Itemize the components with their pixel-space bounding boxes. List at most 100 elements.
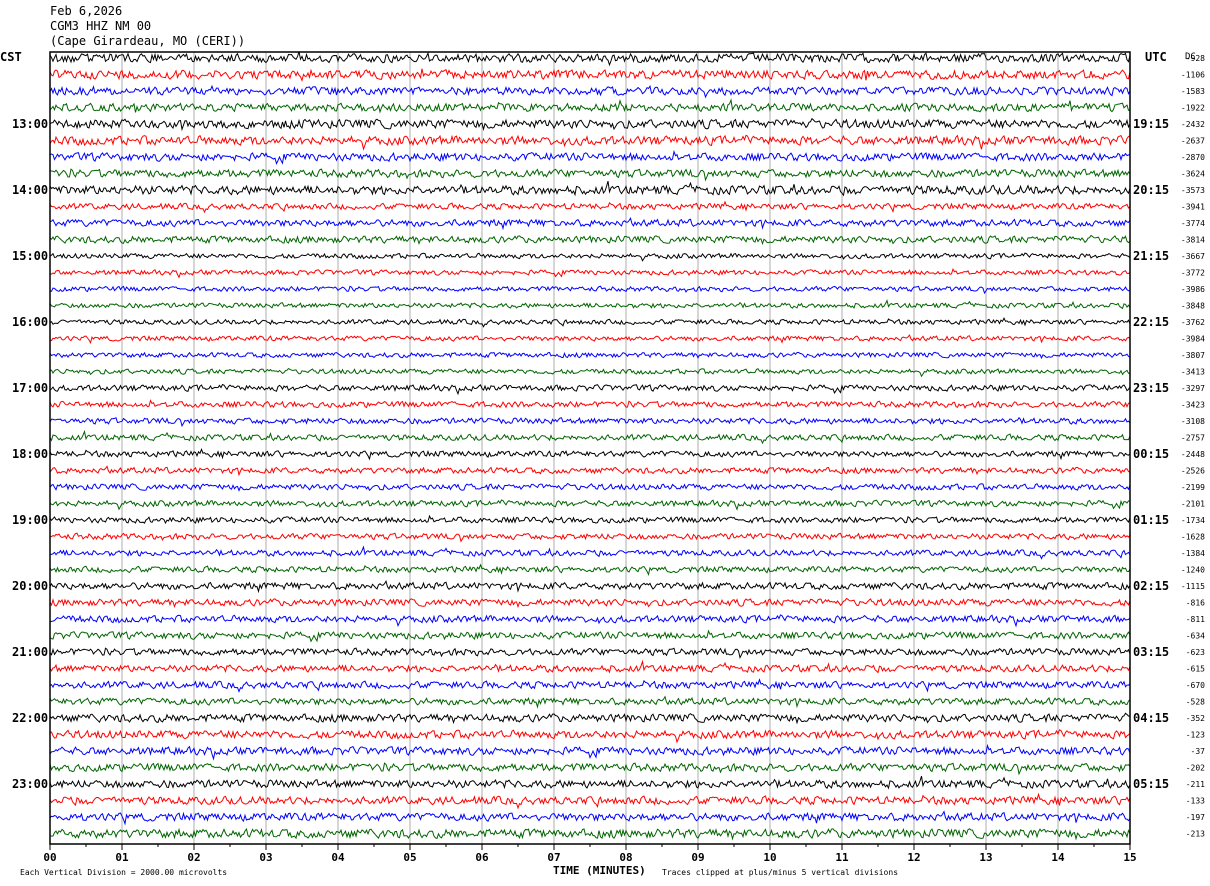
cst-hour-label: 13:00 — [12, 117, 48, 131]
seismic-trace — [49, 285, 1130, 295]
dc-offset-label: -2448 — [1181, 450, 1205, 459]
seismic-trace — [49, 532, 1131, 543]
utc-hour-label: 21:15 — [1133, 249, 1169, 263]
grid-layer — [121, 52, 1059, 844]
dc-offset-label: -3573 — [1181, 186, 1205, 195]
dc-offset-label: -1628 — [1181, 533, 1205, 542]
utc-hour-label: 20:15 — [1133, 183, 1169, 197]
dc-offset-label: -3848 — [1181, 302, 1205, 311]
cst-axis-label: CST — [0, 50, 22, 64]
dc-offset-label: -1922 — [1181, 104, 1205, 113]
dc-offset-label: -2870 — [1181, 153, 1205, 162]
dc-offset-label: -3762 — [1181, 318, 1205, 327]
seismic-trace — [49, 514, 1131, 525]
x-tick-label: 02 — [187, 851, 200, 864]
dc-offset-label: -2101 — [1181, 500, 1205, 509]
x-tick-label: 05 — [403, 851, 416, 864]
seismic-trace — [49, 334, 1131, 345]
dc-offset-label: -634 — [1186, 632, 1205, 641]
seismic-trace — [49, 545, 1131, 560]
seismic-trace — [49, 597, 1131, 609]
seismic-trace — [50, 168, 1131, 182]
cst-hour-label: 21:00 — [12, 645, 48, 659]
seismic-trace — [49, 465, 1131, 477]
seismic-trace — [49, 659, 1131, 674]
dc-offset-label: -211 — [1186, 780, 1205, 789]
seismic-trace — [49, 98, 1131, 114]
dc-offset-label: -670 — [1186, 681, 1205, 690]
cst-hour-label: 15:00 — [12, 249, 48, 263]
dc-offset-label: -3423 — [1181, 401, 1205, 410]
date-label: Feb 6,2026 — [50, 4, 123, 18]
cst-hour-label: 14:00 — [12, 183, 48, 197]
dc-offset-label: -3667 — [1181, 252, 1205, 261]
dc-offset-label: -1115 — [1181, 582, 1205, 591]
utc-hour-label: 05:15 — [1133, 777, 1169, 791]
utc-hour-label: 22:15 — [1133, 315, 1169, 329]
x-tick-label: 03 — [259, 851, 272, 864]
cst-hour-label: 18:00 — [12, 447, 48, 461]
dc-offset-label: -213 — [1186, 830, 1205, 839]
dc-offset-label: -615 — [1186, 665, 1205, 674]
x-tick-label: 07 — [547, 851, 560, 864]
x-tick-label: 06 — [475, 851, 489, 864]
dc-offset-label: -3774 — [1181, 219, 1205, 228]
seismic-trace — [49, 729, 1131, 744]
dc-offset-label: -816 — [1186, 599, 1205, 608]
dc-offset-label: -3807 — [1181, 351, 1205, 360]
seismic-trace — [49, 234, 1131, 246]
seismic-trace — [49, 678, 1131, 693]
seismic-trace — [49, 200, 1131, 214]
x-tick-label: 09 — [691, 851, 704, 864]
dc-offset-label: -1583 — [1181, 87, 1205, 96]
seismic-trace — [49, 448, 1131, 461]
seismic-trace — [49, 68, 1131, 82]
x-tick-label: 01 — [115, 851, 129, 864]
x-tick-label: 15 — [1123, 851, 1136, 864]
seismic-trace — [49, 134, 1131, 151]
dc-offset-label: -3984 — [1181, 335, 1205, 344]
seismic-trace — [49, 351, 1131, 360]
seismic-trace — [49, 399, 1131, 409]
scale-note: Each Vertical Division = 2000.00 microvo… — [20, 868, 227, 877]
dc-header-label: DC — [1185, 52, 1196, 62]
x-tick-label: 04 — [331, 851, 345, 864]
cst-hour-label: 19:00 — [12, 513, 48, 527]
dc-offset-label: -3772 — [1181, 269, 1205, 278]
dc-offset-label: -2637 — [1181, 137, 1205, 146]
utc-hour-label: 19:15 — [1133, 117, 1169, 131]
dc-offset-label: -1106 — [1181, 71, 1205, 80]
dc-offset-label: -123 — [1186, 731, 1205, 740]
dc-offset-label: -2199 — [1181, 483, 1205, 492]
dc-offset-label: -37 — [1191, 747, 1206, 756]
seismic-trace — [49, 149, 1131, 165]
cst-hour-label: 20:00 — [12, 579, 48, 593]
seismic-trace — [49, 810, 1131, 826]
axis-layer: 00 01 02 03 04 05 06 07 08 09 10 11 12 13 14 15 13:00 14:… — [12, 54, 1205, 864]
dc-offset-label: -1384 — [1181, 549, 1205, 558]
dc-offset-label: -3814 — [1181, 236, 1205, 245]
seismic-trace — [49, 695, 1131, 709]
utc-hour-label: 03:15 — [1133, 645, 1169, 659]
plot-frame — [49, 51, 1131, 845]
station-label: CGM3 HHZ NM 00 — [50, 19, 152, 33]
seismic-trace — [49, 647, 1131, 660]
cst-hour-label: 16:00 — [12, 315, 48, 329]
dc-offset-label: -1734 — [1181, 516, 1205, 525]
seismic-trace — [49, 482, 1131, 492]
dc-offset-label: -197 — [1186, 813, 1205, 822]
seismic-trace — [49, 563, 1131, 577]
clip-note: Traces clipped at plus/minus 5 vertical … — [662, 868, 898, 877]
seismic-trace — [49, 579, 1131, 594]
dc-offset-label: -1240 — [1181, 566, 1205, 575]
seismic-trace — [49, 180, 1131, 197]
seismic-trace — [49, 614, 1131, 628]
cst-hour-label: 17:00 — [12, 381, 48, 395]
dc-offset-label: -3941 — [1181, 203, 1205, 212]
cst-hour-label: 23:00 — [12, 777, 48, 791]
utc-axis-label: UTC — [1145, 50, 1167, 64]
dc-offset-label: -202 — [1186, 764, 1205, 773]
seismic-trace — [49, 268, 1131, 279]
x-tick-label: 14 — [1051, 851, 1065, 864]
